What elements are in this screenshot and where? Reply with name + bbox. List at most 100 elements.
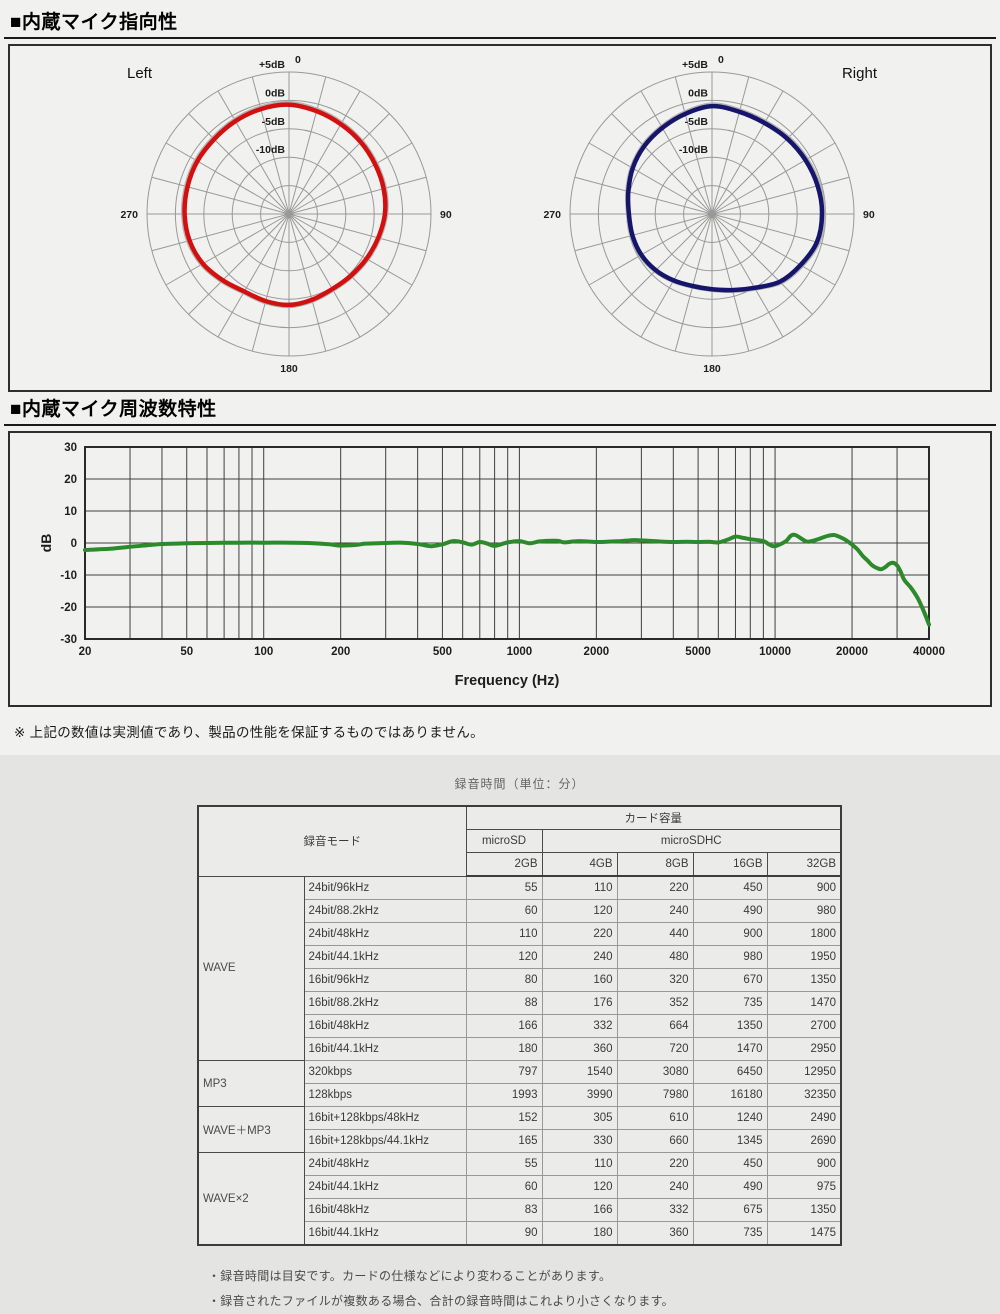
recording-minutes-value: 980 — [766, 899, 842, 923]
freq-xlabel: Frequency (Hz) — [455, 673, 560, 689]
right-mic-directivity-curve — [625, 103, 825, 293]
polar-spoke — [588, 142, 713, 215]
polar-spoke — [188, 113, 290, 215]
table-row: 16bit/48kHz 83 166 332 675 1350 — [198, 1198, 842, 1222]
recording-minutes-value: 664 — [616, 1014, 694, 1038]
recording-minutes-value: 88 — [465, 991, 543, 1015]
recording-minutes-value: 490 — [692, 899, 768, 923]
spec-charts-section: ■内蔵マイク指向性 +5dB 0dB -5dB -10dB 0 90 180 270 Left +… — [0, 0, 1000, 755]
polar-ring — [654, 156, 770, 272]
freq-xtick-label: 20000 — [836, 646, 868, 658]
recording-minutes-value: 240 — [616, 1175, 694, 1199]
recording-minutes-value: 352 — [616, 991, 694, 1015]
mode-label: 16bit/48kHz — [303, 1198, 467, 1222]
freq-xtick-label: 50 — [180, 646, 193, 658]
recording-minutes-value: 1540 — [541, 1060, 618, 1084]
mode-label: 320kbps — [303, 1060, 467, 1084]
recording-minutes-value: 3990 — [541, 1083, 618, 1107]
recording-minutes-value: 2700 — [766, 1014, 842, 1038]
recording-minutes-value: 360 — [541, 1037, 618, 1061]
mode-label: 16bit/88.2kHz — [303, 991, 467, 1015]
recording-minutes-value: 120 — [541, 899, 618, 923]
recording-minutes-value: 166 — [465, 1014, 543, 1038]
header-recording-mode: 録音モード — [197, 805, 467, 877]
polar-ring — [231, 156, 347, 272]
recording-minutes-value: 110 — [541, 1152, 618, 1176]
freq-ytick-label: -10 — [60, 570, 77, 582]
polar-spoke — [288, 76, 327, 215]
table-row: 16bit/48kHz 166 332 664 1350 2700 — [198, 1014, 842, 1038]
polar-spoke — [251, 213, 290, 352]
mode-label: 128kbps — [303, 1083, 467, 1107]
recording-minutes-value: 1345 — [692, 1129, 768, 1153]
recording-minutes-value: 660 — [616, 1129, 694, 1153]
left-mic-ghost-curve — [180, 100, 389, 309]
polar-spoke — [217, 213, 290, 338]
polar-spoke — [711, 113, 813, 215]
recording-minutes-value: 220 — [616, 875, 694, 900]
polar-spoke — [288, 213, 327, 352]
polar-spoke — [151, 213, 290, 252]
recording-minutes-value: 490 — [692, 1175, 768, 1199]
polar-ring — [260, 185, 318, 243]
freq-xtick-label: 100 — [254, 646, 273, 658]
polar-spoke — [288, 213, 427, 252]
polar-spoke — [711, 176, 850, 215]
polar-spoke — [711, 213, 850, 252]
recording-minutes-value: 55 — [465, 875, 543, 900]
recording-minutes-value: 180 — [541, 1221, 618, 1246]
recording-minutes-value: 1350 — [766, 1198, 842, 1222]
table-row: 16bit+128kbps/44.1kHz 165 330 660 1345 2690 — [198, 1129, 842, 1153]
left-mic-directivity-curve — [182, 102, 388, 308]
recording-minutes-value: 166 — [541, 1198, 618, 1222]
recording-minutes-value: 83 — [465, 1198, 543, 1222]
mode-label: 16bit+128kbps/44.1kHz — [303, 1129, 467, 1153]
recording-minutes-value: 1800 — [766, 922, 842, 946]
polar-spoke — [711, 213, 813, 315]
frequency-panel: 30 20 10 0 -10 -20 -30 20 50 100 200 500 1000 2000 500… — [8, 431, 992, 707]
recording-minutes-value: 1350 — [692, 1014, 768, 1038]
recording-minutes-value: 80 — [465, 968, 543, 992]
recording-minutes-value: 675 — [692, 1198, 768, 1222]
polar-ring — [569, 71, 855, 357]
recording-minutes-value: 180 — [465, 1037, 543, 1061]
recording-minutes-value: 110 — [541, 875, 618, 900]
recording-minutes-value: 980 — [692, 945, 768, 969]
recording-minutes-value: 12950 — [766, 1060, 842, 1084]
table-note: ・録音されたファイルが複数ある場合、合計の録音時間はこれより小さくなります。 — [208, 1294, 674, 1309]
polar-ring-label: 0dB — [688, 87, 708, 99]
recording-minutes-value: 360 — [616, 1221, 694, 1246]
recording-minutes-value: 735 — [692, 991, 768, 1015]
frequency-response-curve — [83, 532, 931, 627]
polar-spoke — [288, 213, 390, 315]
polar-spoke — [588, 213, 713, 286]
recording-minutes-value: 330 — [541, 1129, 618, 1153]
table-row: 24bit/44.1kHz 120 240 480 980 1950 — [198, 945, 842, 969]
polar-ring — [203, 128, 375, 300]
group-label: MP3 — [197, 1060, 305, 1107]
freq-ytick-label: -30 — [60, 634, 77, 646]
table-row: 24bit/44.1kHz 60 120 240 490 975 — [198, 1175, 842, 1199]
recording-minutes-value: 120 — [465, 945, 543, 969]
freq-xtick-label: 2000 — [584, 646, 610, 658]
polar-ring-label: -10dB — [256, 144, 286, 156]
mode-label: 24bit/96kHz — [303, 875, 467, 900]
recording-minutes-value: 2490 — [766, 1106, 842, 1130]
recording-minutes-value: 1993 — [465, 1083, 543, 1107]
polar-title-left: Left — [127, 65, 153, 82]
recording-minutes-value: 60 — [465, 1175, 543, 1199]
recording-minutes-value: 1950 — [766, 945, 842, 969]
polar-spoke — [711, 213, 784, 338]
header-size-32gb: 32GB — [766, 852, 842, 877]
polar-spoke — [288, 176, 427, 215]
directivity-section-title: ■内蔵マイク指向性 — [4, 7, 996, 39]
polar-ring — [146, 71, 432, 357]
recording-minutes-value: 2690 — [766, 1129, 842, 1153]
polar-angle-label-180: 180 — [280, 363, 298, 375]
polar-plot-right: +5dB 0dB -5dB -10dB 0 90 180 270 Right — [543, 54, 877, 375]
polar-grid — [146, 71, 432, 357]
polar-charts: +5dB 0dB -5dB -10dB 0 90 180 270 Left +5dB 0dB -5dB… — [120, 54, 877, 375]
recording-table-caption: 録音時間（単位：分） — [454, 777, 585, 791]
polar-spoke — [288, 90, 361, 215]
